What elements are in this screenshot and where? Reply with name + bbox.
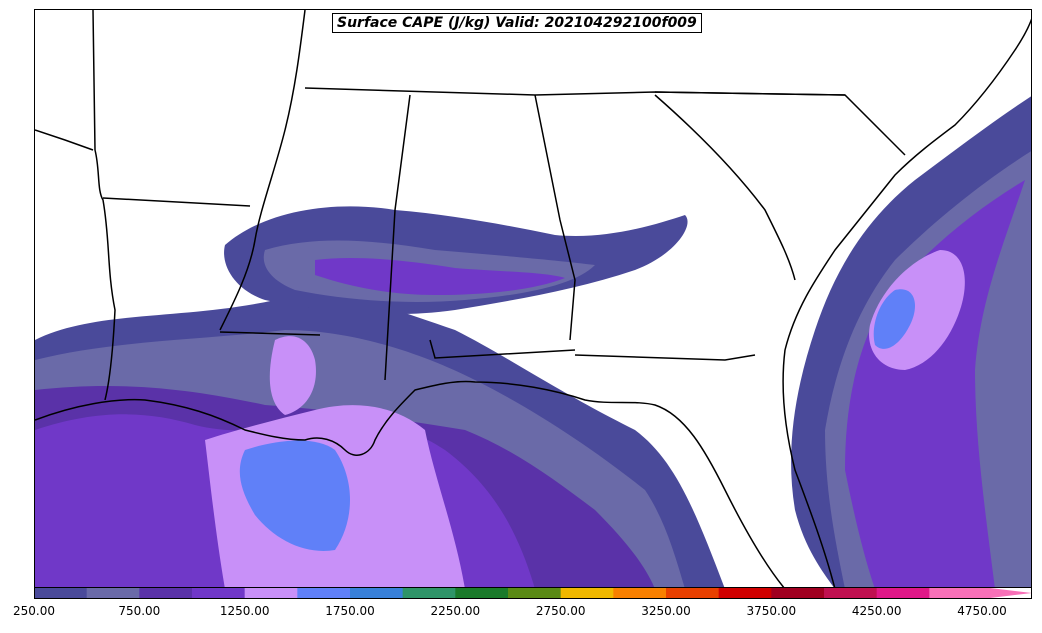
colorbar-tick-label: 1750.00 bbox=[325, 604, 375, 618]
colorbar-segment bbox=[718, 587, 772, 599]
colorbar-tick-label: 2250.00 bbox=[430, 604, 481, 618]
colorbar-segment bbox=[508, 587, 562, 599]
colorbar-segment bbox=[86, 587, 140, 599]
state-border-ar-west bbox=[35, 129, 94, 151]
state-border-ar-la bbox=[102, 197, 251, 207]
state-border-la-ms bbox=[219, 331, 321, 336]
colorbar-segment bbox=[402, 587, 456, 599]
state-border-fl-ga bbox=[574, 354, 756, 361]
map-title: Surface CAPE (J/kg) Valid: 202104292100f… bbox=[332, 13, 702, 33]
coastline-gulf bbox=[35, 380, 785, 587]
state-border-ms-al bbox=[384, 94, 411, 381]
cape-region-band-core bbox=[315, 257, 565, 295]
colorbar-tick-labels: 250.00 750.00 1250.00 1750.00 2250.00 2750.00… bbox=[0, 604, 1042, 624]
colorbar-segments bbox=[34, 587, 983, 599]
colorbar-segment bbox=[824, 587, 878, 599]
cape-region-atlantic-blue bbox=[873, 289, 915, 349]
colorbar-tick-label: 250.00 bbox=[13, 604, 55, 618]
colorbar-segment bbox=[34, 587, 88, 599]
cape-region-gulf-blue bbox=[239, 440, 350, 551]
colorbar bbox=[34, 587, 1032, 599]
state-border-sc-nc bbox=[654, 91, 906, 156]
colorbar-segment bbox=[876, 587, 930, 599]
colorbar-segment bbox=[244, 587, 298, 599]
colorbar-segment bbox=[297, 587, 351, 599]
state-border-ms-west bbox=[219, 10, 306, 331]
colorbar-tick-label: 4250.00 bbox=[851, 604, 902, 618]
colorbar-segment bbox=[192, 587, 246, 599]
colorbar-extend-arrow bbox=[982, 587, 1032, 599]
colorbar-segment bbox=[560, 587, 614, 599]
colorbar-segment bbox=[666, 587, 720, 599]
colorbar-tick-label: 3750.00 bbox=[746, 604, 797, 618]
colorbar-tick-label: 750.00 bbox=[118, 604, 161, 618]
colorbar-segment bbox=[350, 587, 404, 599]
colorbar-segment bbox=[929, 587, 983, 599]
map-panel bbox=[34, 9, 1032, 588]
state-border-al-fl bbox=[429, 339, 576, 359]
boundary-lines bbox=[35, 10, 1031, 587]
cape-fill-layer bbox=[35, 96, 1031, 587]
colorbar-tick-label: 1250.00 bbox=[219, 604, 270, 618]
colorbar-tick-label: 4750.00 bbox=[957, 604, 1007, 618]
colorbar-outline bbox=[34, 587, 1032, 599]
colorbar-tick-label: 3250.00 bbox=[641, 604, 691, 618]
colorbar-tick-label: 2750.00 bbox=[535, 604, 586, 618]
cape-region-atlantic-inner bbox=[845, 180, 1025, 587]
coastline-atlantic bbox=[782, 18, 1031, 587]
colorbar-segment bbox=[771, 587, 825, 599]
colorbar-segment bbox=[139, 587, 193, 599]
colorbar-segment bbox=[613, 587, 667, 599]
colorbar-segment bbox=[455, 587, 509, 599]
cape-map bbox=[35, 10, 1031, 587]
cape-region-louisiana bbox=[269, 336, 316, 415]
state-border-ga-sc bbox=[654, 94, 796, 281]
state-border-mississippi-river bbox=[92, 10, 116, 401]
state-border-al-ga bbox=[534, 94, 576, 341]
